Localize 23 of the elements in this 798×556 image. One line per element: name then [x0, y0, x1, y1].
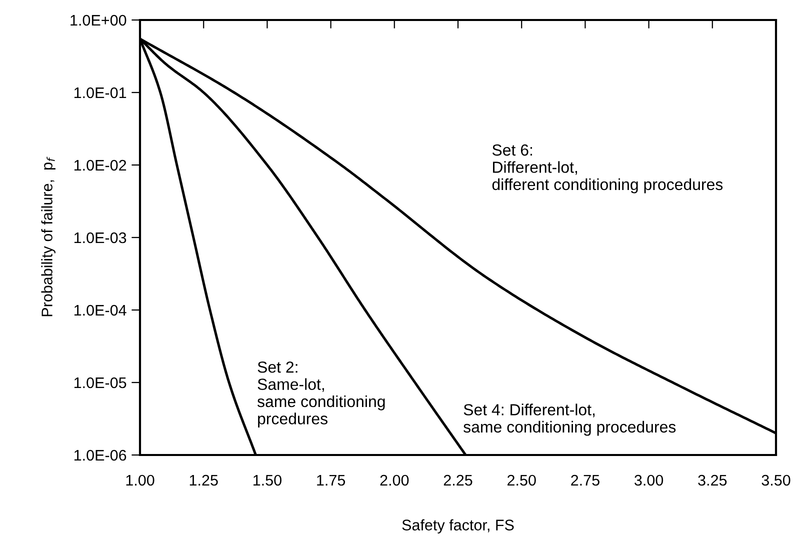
y-tick-label: 1.0E-06: [74, 450, 126, 461]
y-tick-label: 1.0E-03: [74, 232, 126, 244]
x-tick-label: 2.50: [508, 474, 536, 486]
y-axis-title: Probability of failure, p$_{f}$: [41, 156, 56, 316]
x-tick-label: 3.00: [634, 474, 664, 486]
y-tick-label: 1.0E-05: [74, 377, 126, 388]
y-tick-label: 1.0E-02: [74, 160, 126, 171]
x-tick-label: 1.50: [254, 474, 282, 486]
annotation: Set 2: Same-lot, same conditioning prcedures: [257, 361, 385, 428]
y-tick-label: 1.0E+00: [70, 14, 126, 26]
annotation: Set 4: Different-lot, same conditioning procedures: [464, 404, 676, 436]
x-tick-label: 3.50: [762, 474, 790, 486]
x-tick-label: 1.00: [126, 474, 154, 486]
x-axis-title: Safety factor, FS: [402, 519, 514, 534]
x-tick-label: 2.75: [571, 474, 600, 486]
x-tick-label: 2.00: [380, 474, 409, 486]
y-tick-label: 1.0E-04: [74, 304, 126, 316]
x-tick-label: 3.25: [698, 474, 727, 486]
annotation: Set 6: Different-lot, different conditioning procedures: [492, 144, 723, 194]
y-tick-label: 1.0E-01: [74, 87, 126, 98]
x-tick-label: 2.25: [444, 474, 472, 486]
x-tick-label: 1.25: [190, 474, 218, 486]
x-tick-label: 1.75: [317, 475, 346, 486]
